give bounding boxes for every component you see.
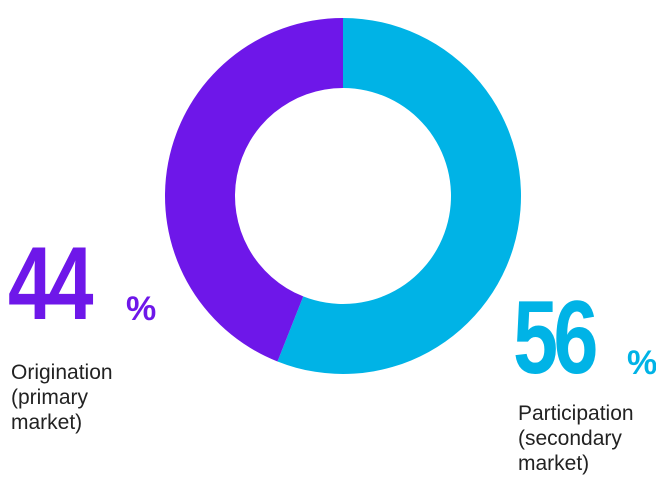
origination-percentage: 44%	[8, 226, 156, 342]
donut-slice-1	[164, 18, 343, 362]
origination-label-line: market)	[11, 411, 83, 434]
participation-label-line: market)	[518, 452, 590, 475]
origination-percent-sign: %	[126, 290, 157, 328]
participation-percent-sign: %	[627, 344, 656, 382]
participation-label-line: (secondary	[518, 427, 622, 450]
participation-label-line: Participation	[518, 402, 634, 425]
origination-label-line: Origination	[11, 361, 113, 384]
origination-label-line: (primary	[11, 386, 88, 409]
participation-value: 56	[513, 280, 599, 396]
donut-slice-0	[277, 18, 521, 374]
participation-percentage: 56%	[513, 280, 656, 396]
origination-label: Origination (primary market)	[11, 360, 113, 435]
participation-label: Participation (secondary market)	[518, 401, 634, 476]
origination-value: 44	[8, 226, 94, 342]
